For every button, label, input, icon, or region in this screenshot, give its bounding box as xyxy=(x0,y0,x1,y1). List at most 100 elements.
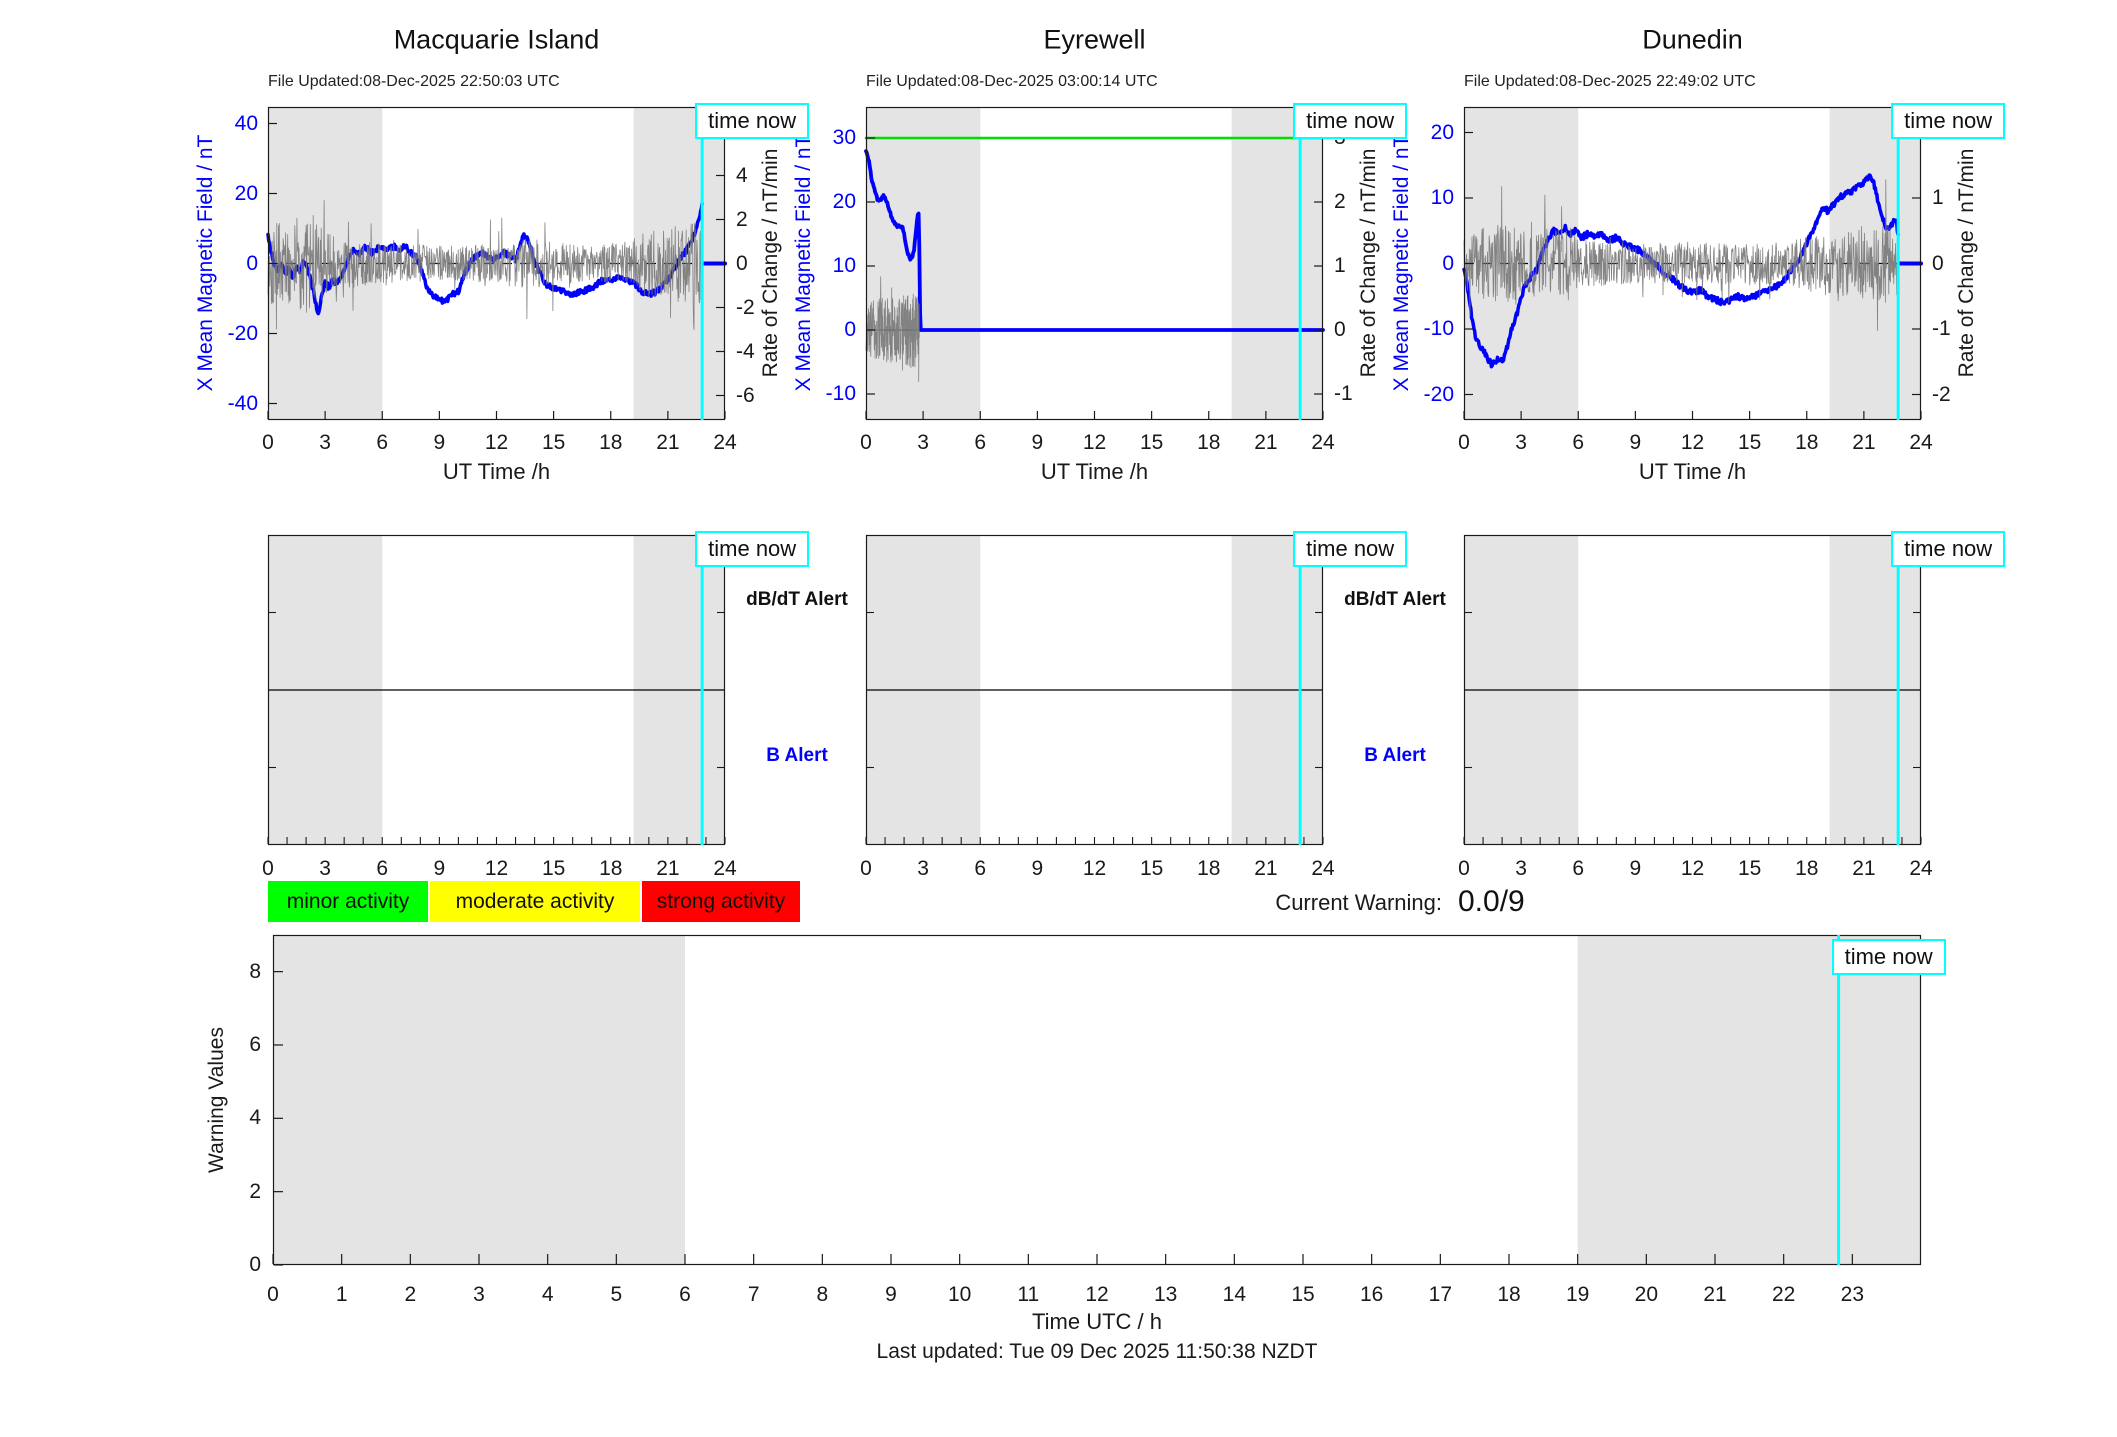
y-tick-label-left: -20 xyxy=(1423,382,1454,406)
x-tick-label: 6 xyxy=(974,857,987,880)
x-tick-label: 12 xyxy=(484,431,509,454)
x-tick-label: 4 xyxy=(541,1283,554,1306)
x-tick-label: 15 xyxy=(1737,857,1762,880)
x-tick-label: 0 xyxy=(860,431,872,454)
station-title: Dunedin xyxy=(1642,24,1743,55)
y-tick-label-right: 1 xyxy=(1932,186,1944,209)
x-tick-label: 9 xyxy=(1031,431,1044,454)
current-warning-label: Current Warning: xyxy=(1275,890,1442,915)
y-tick-label-right: -2 xyxy=(1932,382,1951,406)
legend-moderate-activity: moderate activity xyxy=(430,881,640,922)
x-tick-label: 6 xyxy=(1572,857,1585,880)
x-tick-label: 22 xyxy=(1771,1283,1796,1306)
axes-frame xyxy=(272,934,1922,1266)
x-tick-label: 6 xyxy=(376,431,389,454)
b-alert-label: B Alert xyxy=(766,745,828,766)
y-axis-label-right: Rate of Change / nT/min xyxy=(1955,148,1978,378)
x-tick-label: 12 xyxy=(484,857,509,880)
alert-panel-svg xyxy=(267,534,726,846)
x-tick-label: 19 xyxy=(1565,1283,1590,1306)
x-tick-label: 18 xyxy=(1795,857,1819,880)
x-tick-label: 24 xyxy=(1311,431,1335,454)
file-updated-text: File Updated:08-Dec-2025 03:00:14 UTC xyxy=(866,73,1158,90)
x-tick-label: 14 xyxy=(1222,1283,1247,1306)
y-tick-label-right: 0 xyxy=(1334,318,1346,341)
rate-of-change-noise xyxy=(1463,179,1899,332)
x-tick-label: 15 xyxy=(541,431,566,454)
x-tick-label: 18 xyxy=(1197,431,1221,454)
x-tick-label: 10 xyxy=(947,1283,972,1306)
x-axis-label: UT Time /h xyxy=(442,459,551,484)
x-tick-label: 9 xyxy=(885,1283,897,1306)
x-tick-label: 18 xyxy=(1497,1283,1521,1306)
x-tick-label: 11 xyxy=(1017,1283,1040,1306)
b-alert-label: B Alert xyxy=(1364,745,1426,766)
x-tick-label: 3 xyxy=(473,1283,485,1306)
x-axis-label: UT Time /h xyxy=(1638,459,1747,484)
x-axis-label: Time UTC / h xyxy=(1032,1309,1162,1334)
x-tick-label: 7 xyxy=(747,1283,760,1306)
x-tick-label: 24 xyxy=(1909,431,1933,454)
y-tick-label-left: 0 xyxy=(246,251,258,275)
x-tick-label: 15 xyxy=(1291,1283,1315,1306)
rate-of-change-noise xyxy=(267,199,703,341)
x-tick-label: 9 xyxy=(1629,431,1642,454)
axes-frame xyxy=(267,106,726,421)
x-tick-label: 3 xyxy=(917,857,929,880)
y-tick-label-right: -1 xyxy=(1334,382,1353,405)
file-updated-text: File Updated:08-Dec-2025 22:49:02 UTC xyxy=(1464,73,1756,90)
axes-frame xyxy=(267,534,726,846)
x-mean-field xyxy=(864,149,1325,332)
time-now-box: time now xyxy=(1293,531,1408,567)
y-tick-label: 0 xyxy=(249,1253,261,1276)
y-tick-label: 6 xyxy=(249,1032,261,1056)
y-tick-label-left: -20 xyxy=(227,321,258,345)
station-plot-svg xyxy=(1462,106,1923,421)
x-tick-label: 16 xyxy=(1359,1283,1384,1306)
x-tick-label: 2 xyxy=(404,1283,417,1306)
y-tick-label-left: -10 xyxy=(1423,317,1454,340)
legend-minor-activity: minor activity xyxy=(268,881,428,922)
x-tick-label: 3 xyxy=(917,431,929,454)
y-axis-label: Warning Values xyxy=(205,1027,228,1173)
station-plot-svg xyxy=(266,106,727,421)
x-tick-label: 23 xyxy=(1840,1283,1865,1306)
x-tick-label: 20 xyxy=(1634,1283,1659,1306)
y-tick-label-right: -4 xyxy=(736,339,755,363)
current-warning-value: 0.0/9 xyxy=(1458,885,1525,918)
y-tick-label-right: 0 xyxy=(736,251,748,275)
y-axis-label-left: X Mean Magnetic Field / nT xyxy=(194,134,217,392)
x-tick-label: 18 xyxy=(599,857,623,880)
x-tick-label: 18 xyxy=(599,431,623,454)
x-tick-label: 17 xyxy=(1428,1283,1453,1306)
dbdt-alert-label: dB/dT Alert xyxy=(1344,589,1446,610)
x-tick-label: 15 xyxy=(1139,431,1164,454)
y-tick-label-left: 10 xyxy=(832,254,856,277)
axes-frame xyxy=(1463,534,1922,846)
y-tick-label-right: 0 xyxy=(1932,251,1944,275)
y-tick-label: 8 xyxy=(249,959,261,983)
x-tick-label: 12 xyxy=(1680,857,1705,880)
x-tick-label: 21 xyxy=(656,857,680,880)
x-tick-label: 5 xyxy=(610,1283,623,1306)
x-tick-label: 0 xyxy=(1458,857,1470,880)
y-tick-label-left: 0 xyxy=(1442,251,1454,275)
y-axis-label-right: Rate of Change / nT/min xyxy=(1357,148,1380,378)
time-now-box: time now xyxy=(695,103,810,139)
x-tick-label: 9 xyxy=(1031,857,1044,880)
x-tick-label: 12 xyxy=(1082,857,1107,880)
legend-strong-activity: strong activity xyxy=(642,881,800,922)
x-tick-label: 21 xyxy=(1254,857,1278,880)
time-now-box: time now xyxy=(695,531,810,567)
axes-frame xyxy=(865,106,1324,421)
x-tick-label: 15 xyxy=(541,857,566,880)
night-shading-band-0 xyxy=(273,935,685,1265)
y-tick-label-left: 10 xyxy=(1430,186,1454,209)
x-tick-label: 9 xyxy=(1629,857,1642,880)
y-tick-label-left: 30 xyxy=(832,126,856,149)
x-tick-label: 0 xyxy=(1458,431,1470,454)
y-tick-label-right: -2 xyxy=(736,295,755,319)
alert-panel-svg xyxy=(1463,534,1922,846)
x-tick-label: 12 xyxy=(1085,1283,1109,1306)
x-tick-label: 1 xyxy=(335,1283,348,1306)
